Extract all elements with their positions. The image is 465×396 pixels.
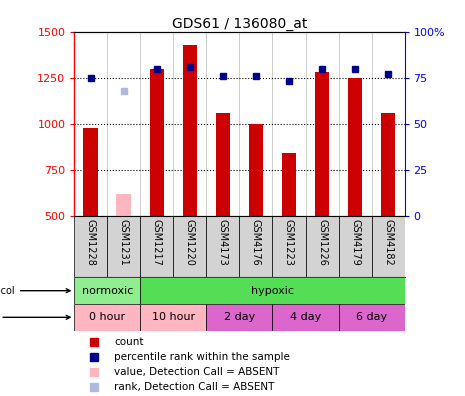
Text: GSM1228: GSM1228 xyxy=(86,219,96,266)
Text: 2 day: 2 day xyxy=(224,312,255,322)
Bar xyxy=(282,153,296,216)
Bar xyxy=(339,216,372,277)
Bar xyxy=(372,216,405,277)
Text: GSM4176: GSM4176 xyxy=(251,219,261,266)
Text: rank, Detection Call = ABSENT: rank, Detection Call = ABSENT xyxy=(114,381,274,392)
Text: GSM1223: GSM1223 xyxy=(284,219,294,266)
Text: 6 day: 6 day xyxy=(356,312,387,322)
Text: GSM1217: GSM1217 xyxy=(152,219,162,266)
Text: hypoxic: hypoxic xyxy=(251,286,294,296)
Bar xyxy=(140,304,206,331)
Bar xyxy=(216,113,230,216)
Bar xyxy=(348,78,362,216)
Text: value, Detection Call = ABSENT: value, Detection Call = ABSENT xyxy=(114,367,279,377)
Text: 4 day: 4 day xyxy=(290,312,321,322)
Bar xyxy=(117,194,131,216)
Bar xyxy=(74,216,107,277)
Bar xyxy=(239,216,272,277)
Text: GSM4179: GSM4179 xyxy=(350,219,360,266)
Text: GSM1220: GSM1220 xyxy=(185,219,195,266)
Bar xyxy=(206,216,239,277)
Bar xyxy=(183,45,197,216)
Title: GDS61 / 136080_at: GDS61 / 136080_at xyxy=(172,17,307,30)
Bar xyxy=(272,216,306,277)
Text: normoxic: normoxic xyxy=(82,286,133,296)
Bar xyxy=(140,216,173,277)
Bar xyxy=(206,304,272,331)
Text: protocol: protocol xyxy=(0,286,70,296)
Bar xyxy=(74,277,140,304)
Text: GSM1231: GSM1231 xyxy=(119,219,129,266)
Text: time: time xyxy=(0,312,70,322)
Text: GSM4173: GSM4173 xyxy=(218,219,228,266)
Text: count: count xyxy=(114,337,144,346)
Text: 0 hour: 0 hour xyxy=(89,312,126,322)
Bar xyxy=(84,128,98,216)
Bar xyxy=(150,69,164,216)
Bar xyxy=(74,304,140,331)
Bar xyxy=(306,216,339,277)
Bar xyxy=(339,304,405,331)
Text: 10 hour: 10 hour xyxy=(152,312,195,322)
Text: percentile rank within the sample: percentile rank within the sample xyxy=(114,352,290,362)
Text: GSM1226: GSM1226 xyxy=(317,219,327,266)
Bar xyxy=(381,113,395,216)
Bar xyxy=(107,216,140,277)
Bar xyxy=(249,124,263,216)
Text: GSM4182: GSM4182 xyxy=(383,219,393,266)
Bar xyxy=(315,72,329,216)
Bar xyxy=(272,304,339,331)
Bar xyxy=(173,216,206,277)
Bar xyxy=(140,277,405,304)
